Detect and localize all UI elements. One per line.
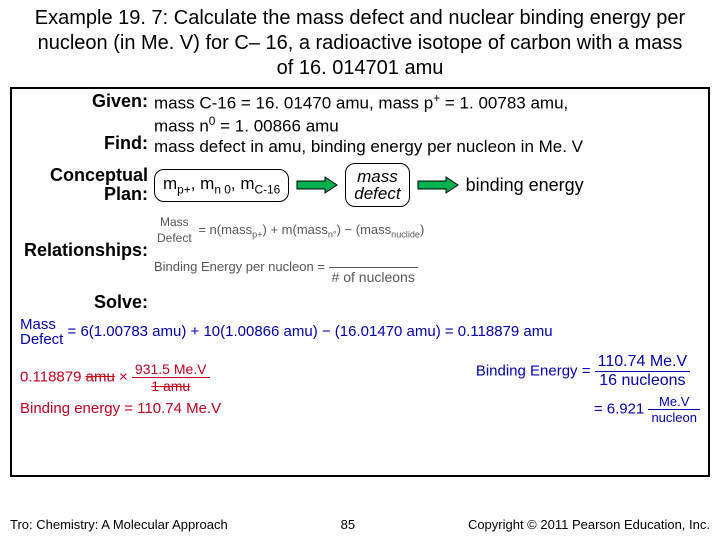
solve-row: Solve: <box>12 290 708 315</box>
conceptual-plan-row: Conceptual Plan: mp+, mn 0, mC-16 massde… <box>12 159 708 211</box>
footer-right: Copyright © 2011 Pearson Education, Inc. <box>468 517 710 532</box>
conceptual-plan-label: Conceptual Plan: <box>16 166 154 206</box>
solve-label: Solve: <box>16 292 154 313</box>
binding-energy-formula: Binding Energy per nucleon = # of nucleo… <box>154 249 704 286</box>
plan-box-masses: mp+, mn 0, mC-16 <box>154 169 289 201</box>
footer: Tro: Chemistry: A Molecular Approach 85 … <box>10 517 710 532</box>
solve-area: MassDefect = 6(1.00783 amu) + 10(1.00866… <box>12 317 708 425</box>
page-number: 85 <box>341 517 355 532</box>
mass-defect-calc: MassDefect = 6(1.00783 amu) + 10(1.00866… <box>20 317 700 347</box>
given-label: Given: <box>16 91 148 113</box>
footer-left: Tro: Chemistry: A Molecular Approach <box>10 517 228 532</box>
plan-box-mass-defect: massdefect <box>345 163 409 207</box>
example-title: Example 19. 7: Calculate the mass defect… <box>0 0 720 85</box>
mass-defect-formula: MassDefect = n(massp+) + m(massn°) − (ma… <box>154 215 704 246</box>
binding-energy-per-nucleon-calc: Binding Energy = 110.74 Me.V 16 nucleons… <box>476 353 700 425</box>
unit-conversion-calc: 0.118879 amu × 931.5 Me.V 1 amu Binding … <box>20 361 221 417</box>
given-text: mass C-16 = 16. 01470 amu, mass p+ = 1. … <box>154 91 704 137</box>
find-label: Find: <box>16 133 148 155</box>
relationships-label: Relationships: <box>16 240 154 261</box>
relationships-row: Relationships: MassDefect = n(massp+) + … <box>12 211 708 290</box>
arrow-icon <box>295 176 339 194</box>
arrow-icon <box>416 176 460 194</box>
plan-box-binding-energy: binding energy <box>466 175 584 196</box>
given-find-row: Given: Find: mass C-16 = 16. 01470 amu, … <box>12 89 708 159</box>
find-text: mass defect in amu, binding energy per n… <box>154 137 704 157</box>
content-box: Given: Find: mass C-16 = 16. 01470 amu, … <box>10 87 710 477</box>
